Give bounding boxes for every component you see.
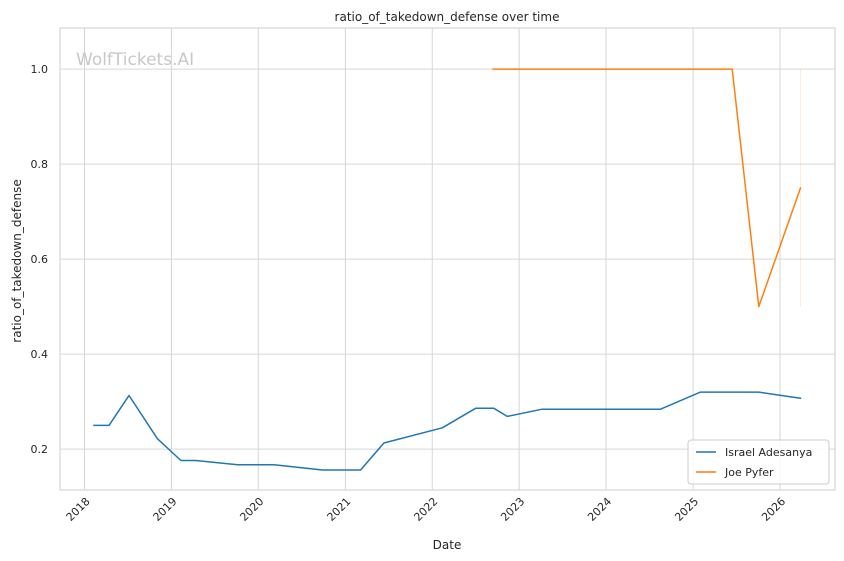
y-axis-label: ratio_of_takedown_defense [10, 179, 24, 342]
series-line-israel-adesanya [93, 391, 802, 471]
series-line-joe-pyfer [492, 68, 802, 308]
x-axis-label: Date [433, 538, 462, 552]
plot-area: 2018 2019 2020 2021 2022 2023 2024 2025 20260.20… [31, 27, 836, 524]
y-tick-label: 0.4 [31, 348, 49, 361]
legend-label: Israel Adesanya [725, 446, 812, 459]
y-tick-label: 0.2 [31, 443, 49, 456]
y-tick-label: 1.0 [31, 63, 49, 76]
y-tick-label: 0.8 [31, 158, 49, 171]
legend-box [687, 439, 830, 485]
y-tick-label: 0.6 [31, 253, 49, 266]
watermark: WolfTickets.AI [76, 50, 194, 70]
legend-label: Joe Pyfer [724, 466, 774, 479]
chart-title: ratio_of_takedown_defense over time [335, 10, 560, 24]
legend: Israel Adesanya Joe Pyfer [687, 439, 830, 485]
